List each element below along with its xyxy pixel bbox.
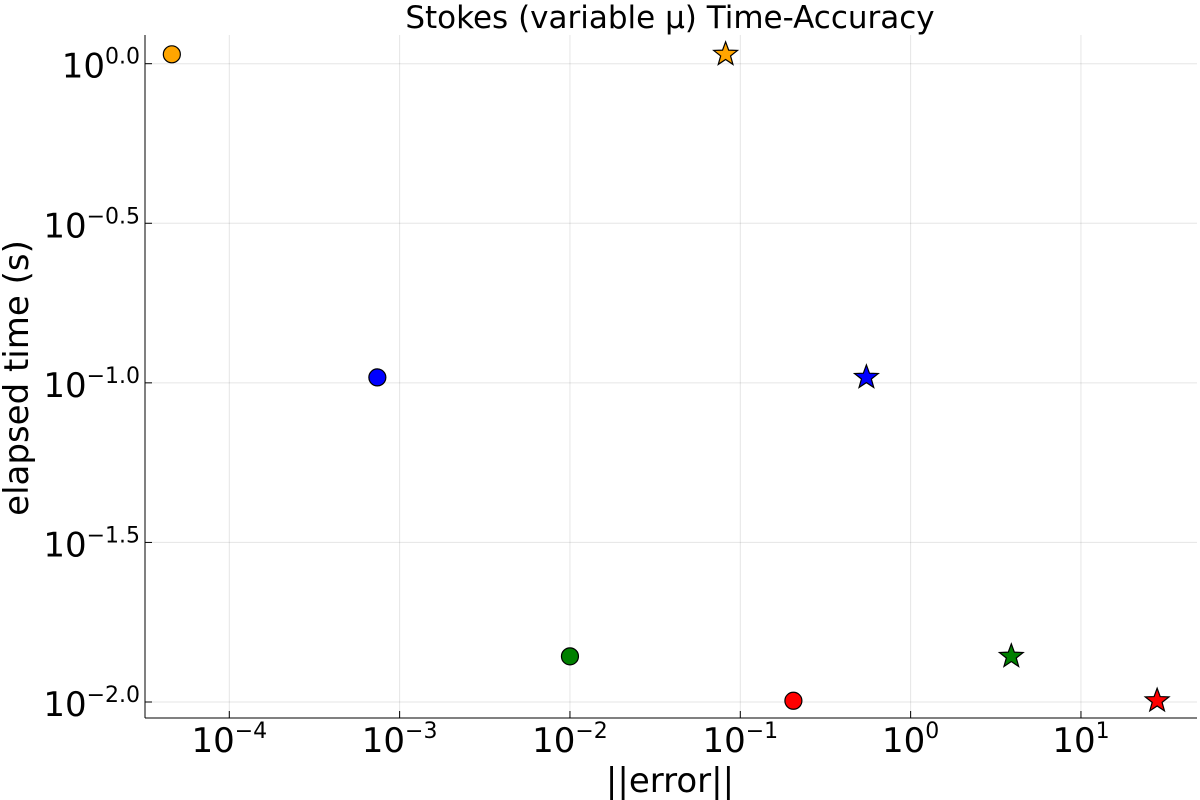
x-tick-labels: 10−4 10−3 10−2 10−1 100 101 [191,719,1109,761]
x-tick-label: 10−4 [191,719,267,761]
circle-point [368,368,387,387]
x-tick-label: 10−3 [362,719,438,761]
y-axis-label: elapsed time (s) [0,240,37,516]
circle-point [162,45,181,64]
grid [145,35,1197,718]
star-point [997,642,1025,668]
circle-point [560,647,580,666]
y-tick-label: 10−2.0 [43,683,140,725]
axes [144,35,1197,719]
circle-point [784,691,803,710]
y-tick-label: 10−1.5 [43,523,140,565]
y-tick-label: 100.0 [62,45,140,87]
x-tick-label: 100 [882,719,939,761]
data-points [162,40,1171,713]
chart-title: Stokes (variable μ) Time-Accuracy [405,0,934,36]
y-tick-labels: 100.0 10−0.5 10−1.0 10−1.5 10−2.0 [43,45,140,725]
star-point [1143,686,1171,713]
x-axis-label: ||error|| [606,761,734,800]
x-tick-label: 101 [1052,719,1109,761]
star-point [852,363,880,389]
star-point [712,40,740,66]
y-tick-label: 10−0.5 [43,204,140,246]
x-tick-label: 10−2 [532,719,608,761]
x-tick-label: 10−1 [702,719,778,761]
y-tick-label: 10−1.0 [43,364,140,406]
